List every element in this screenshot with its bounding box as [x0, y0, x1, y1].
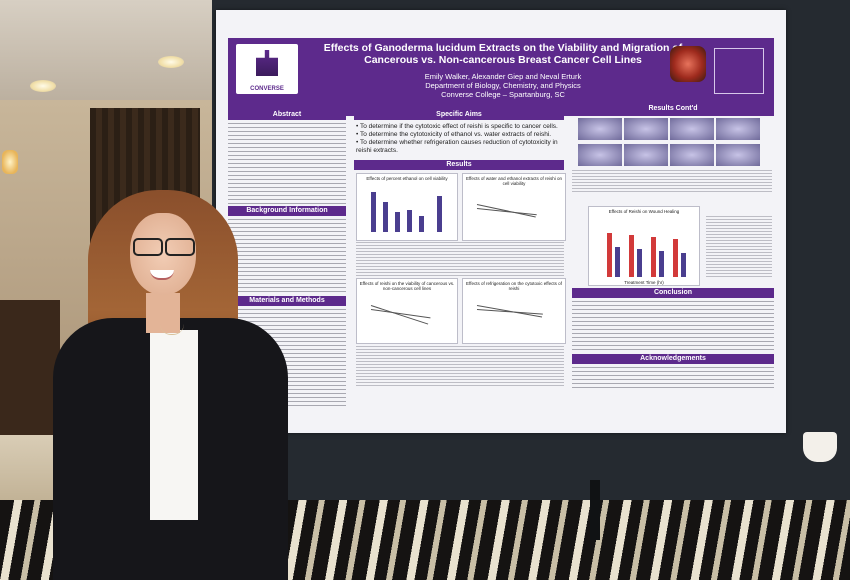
necklace [160, 324, 184, 335]
graph-title: Effects of reishi on the viability of ca… [359, 281, 455, 291]
wood-cabinet [0, 300, 60, 435]
abstract-text [228, 123, 346, 205]
graph-wound-healing: Effects of Reishi on Wound Healing Treat… [588, 206, 700, 286]
graph-cancer-vs-noncancer: Effects of reishi on the viability of ca… [356, 278, 458, 344]
college: Converse College – Spartanburg, SC [441, 90, 565, 99]
x-axis-label: Treatment Time (hr) [624, 280, 664, 285]
chemical-structure-image [714, 48, 764, 94]
ceiling-light [30, 80, 56, 92]
conclusion-text [572, 301, 774, 351]
results-caption [356, 242, 564, 276]
figure-description [706, 216, 772, 278]
bar [395, 212, 400, 232]
section-abstract: Abstract [228, 110, 346, 120]
series-line [476, 208, 537, 216]
microscopy-image [578, 118, 622, 140]
person-shirt [150, 330, 198, 520]
graph-title: Effects of refrigeration on the cytotoxi… [466, 281, 562, 291]
aim-item: • To determine the cytotoxicity of ethan… [356, 131, 552, 138]
wall-sconce [2, 150, 18, 174]
glasses-lens [133, 238, 163, 256]
microscopy-image [578, 144, 622, 166]
authors: Emily Walker, Alexander Giep and Neval E… [424, 72, 582, 81]
microscopy-image [716, 118, 760, 140]
bar [637, 249, 642, 277]
poster-authors: Emily Walker, Alexander Giep and Neval E… [308, 72, 698, 99]
bar [659, 251, 664, 277]
section-acknowledgements: Acknowledgements [572, 354, 774, 364]
bar [383, 202, 388, 232]
department: Department of Biology, Chemistry, and Ph… [425, 81, 581, 90]
bar [437, 196, 442, 232]
graph-title: Effects of water and ethanol extracts of… [466, 176, 562, 186]
bar [419, 216, 424, 232]
glasses-icon [131, 238, 195, 256]
figure-caption [572, 170, 772, 192]
section-results-contd: Results Cont'd [572, 104, 774, 114]
graph-water-ethanol: Effects of water and ethanol extracts of… [462, 173, 566, 241]
aim-item: • To determine whether refrigeration cau… [356, 139, 558, 154]
bar [607, 233, 612, 277]
bar [681, 253, 686, 277]
college-logo: CONVERSE [236, 44, 298, 94]
microscopy-image [670, 118, 714, 140]
ceiling [0, 0, 230, 110]
microscopy-image [624, 144, 668, 166]
aims-list: • To determine if the cytotoxic effect o… [356, 123, 566, 155]
results-caption [356, 346, 564, 386]
section-specific-aims: Specific Aims [354, 110, 564, 120]
bar [673, 239, 678, 277]
microscopy-image [716, 144, 760, 166]
graph-title: Effects of percent ethanol on cell viabi… [366, 176, 448, 181]
graph-ethanol-viability: Effects of percent ethanol on cell viabi… [356, 173, 458, 241]
poster-header: CONVERSE Effects of Ganoderma lucidum Ex… [228, 38, 774, 116]
section-conclusion: Conclusion [572, 288, 774, 298]
graph-title: Effects of Reishi on Wound Healing [608, 209, 680, 214]
microscopy-image [670, 144, 714, 166]
poster-title: Effects of Ganoderma lucidum Extracts on… [323, 42, 683, 66]
section-materials: Materials and Methods [228, 296, 346, 306]
graph-refrigeration: Effects of refrigeration on the cytotoxi… [462, 278, 566, 344]
bar [615, 247, 620, 277]
person-smile [150, 270, 174, 280]
microscopy-image [624, 118, 668, 140]
aim-item: • To determine if the cytotoxic effect o… [356, 123, 558, 130]
building-icon [256, 50, 278, 76]
series-line [370, 305, 429, 325]
mushroom-photo [670, 46, 706, 82]
bar [371, 192, 376, 232]
bar [407, 210, 412, 232]
series-line [370, 309, 431, 319]
bar [629, 235, 634, 277]
ceiling-light [158, 56, 184, 68]
research-poster: CONVERSE Effects of Ganoderma lucidum Ex… [216, 10, 786, 433]
logo-text: CONVERSE [250, 86, 284, 92]
glasses-lens [165, 238, 195, 256]
bar [651, 237, 656, 277]
paper-cup [803, 432, 837, 462]
background-text [228, 219, 346, 295]
easel-stand [590, 480, 600, 540]
section-background: Background Information [228, 206, 346, 216]
section-results: Results [354, 160, 564, 170]
acknowledgements-text [572, 367, 774, 391]
